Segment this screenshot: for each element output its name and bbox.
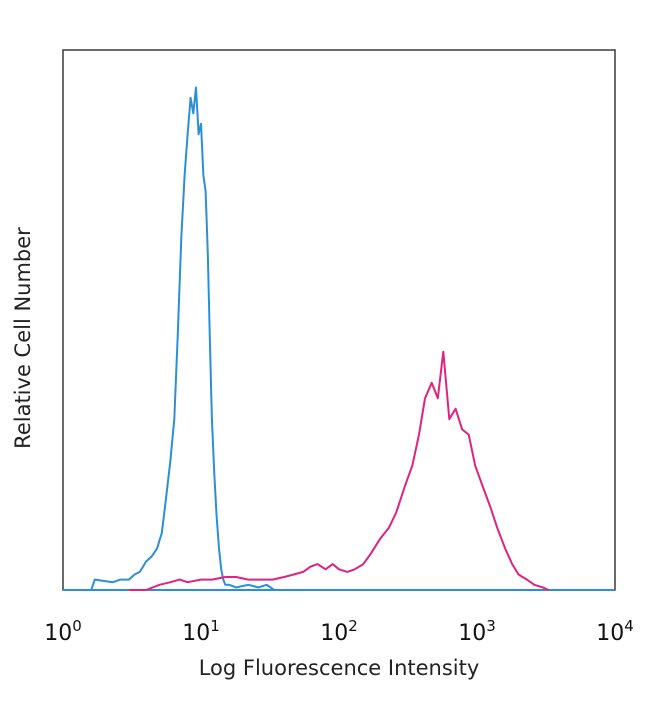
- x-axis-title: Log Fluorescence Intensity: [199, 656, 480, 680]
- x-tick-label: 101: [182, 617, 220, 646]
- x-tick-label: 103: [458, 617, 496, 646]
- series-line-2: [128, 350, 550, 591]
- x-tick-label: 104: [596, 617, 634, 646]
- x-tick-label: 100: [44, 617, 82, 646]
- series-line-1: [90, 86, 275, 591]
- x-tick-label: 102: [320, 617, 358, 646]
- series-layer: [90, 86, 550, 591]
- x-tick-labels: 100 101 102 103 104: [44, 617, 634, 646]
- plot-frame: [62, 49, 616, 591]
- y-axis-title: Relative Cell Number: [11, 227, 35, 449]
